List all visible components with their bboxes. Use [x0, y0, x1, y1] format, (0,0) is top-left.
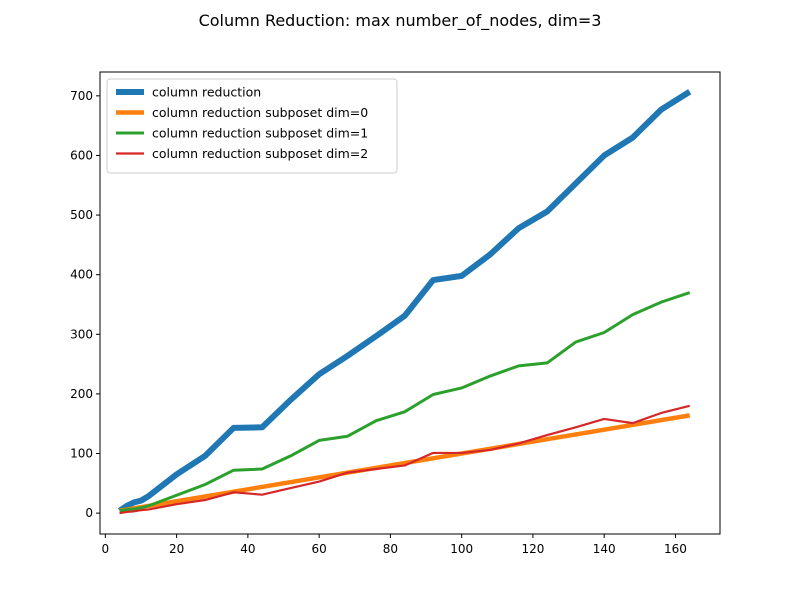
x-tick-label: 120	[521, 542, 544, 556]
series-line-3	[119, 404, 690, 515]
series-line-0	[117, 89, 692, 514]
x-tick-label: 100	[450, 542, 473, 556]
legend-label-3: column reduction subposet dim=2	[152, 146, 368, 161]
y-tick-label: 100	[70, 447, 93, 461]
chart-title: Column Reduction: max number_of_nodes, d…	[199, 11, 602, 31]
legend: column reduction column reduction subpose…	[106, 78, 398, 174]
x-tick-label: 140	[593, 542, 616, 556]
y-tick-label: 200	[70, 387, 93, 401]
y-tick-label: 700	[70, 89, 93, 103]
x-tick-label: 80	[383, 542, 398, 556]
legend-box	[106, 78, 398, 174]
x-axis: 0 20 40 60 80 100 120 140 160	[102, 534, 687, 556]
x-tick-label: 60	[311, 542, 326, 556]
y-tick-label: 400	[70, 268, 93, 282]
legend-label-0: column reduction	[152, 85, 261, 100]
y-tick-label: 300	[70, 327, 93, 341]
series-line-1	[119, 413, 691, 513]
axes-frame	[99, 71, 721, 535]
series-line-2	[119, 291, 691, 513]
plot-area	[117, 89, 692, 515]
x-tick-label: 160	[664, 542, 687, 556]
x-tick-label: 40	[240, 542, 255, 556]
y-tick-label: 0	[85, 506, 93, 520]
x-tick-label: 20	[169, 542, 184, 556]
x-tick-label: 0	[102, 542, 110, 556]
y-axis: 0 100 200 300 400 500 600 700	[70, 89, 100, 520]
y-tick-label: 600	[70, 148, 93, 162]
legend-label-1: column reduction subposet dim=0	[152, 105, 368, 120]
legend-label-2: column reduction subposet dim=1	[152, 126, 368, 141]
y-tick-label: 500	[70, 208, 93, 222]
